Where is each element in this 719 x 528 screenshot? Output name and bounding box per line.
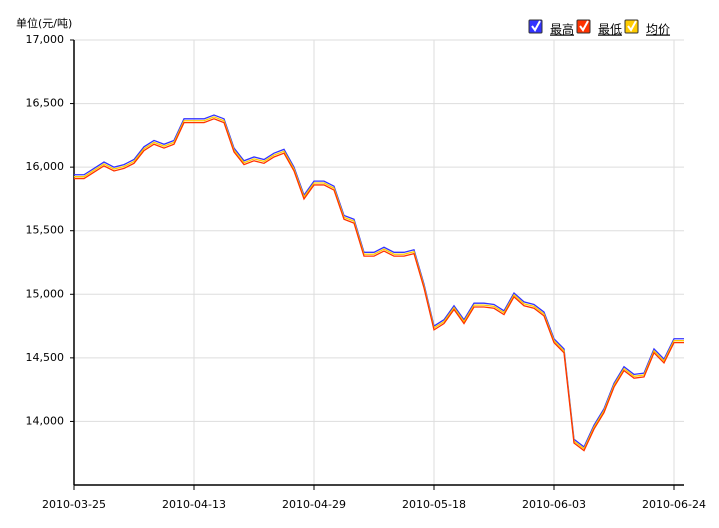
y-tick-label: 15,000 xyxy=(26,287,65,300)
legend-check xyxy=(579,20,589,32)
legend-check xyxy=(531,20,541,32)
legend-label[interactable]: 最低 xyxy=(598,23,622,37)
x-tick-label: 2010-05-18 xyxy=(402,498,466,511)
x-tick-label: 2010-06-03 xyxy=(522,498,586,511)
x-tick-label: 2010-04-29 xyxy=(282,498,346,511)
y-tick-label: 17,000 xyxy=(26,33,65,46)
legend-label[interactable]: 均价 xyxy=(646,23,670,37)
x-tick-label: 2010-03-25 xyxy=(42,498,106,511)
y-tick-label: 16,500 xyxy=(26,97,65,110)
y-axis-label: 单位(元/吨) xyxy=(16,16,72,30)
series-line xyxy=(74,114,684,448)
y-tick-label: 16,000 xyxy=(26,160,65,173)
x-tick-label: 2010-06-24 xyxy=(642,498,706,511)
legend-label[interactable]: 最高 xyxy=(550,22,574,37)
y-tick-label: 14,500 xyxy=(26,351,65,364)
legend-check xyxy=(627,20,637,32)
y-tick-label: 14,000 xyxy=(26,414,65,427)
series-line xyxy=(74,118,684,452)
series-line xyxy=(74,116,684,450)
y-tick-label: 15,500 xyxy=(26,224,65,237)
x-tick-label: 2010-04-13 xyxy=(162,498,226,511)
